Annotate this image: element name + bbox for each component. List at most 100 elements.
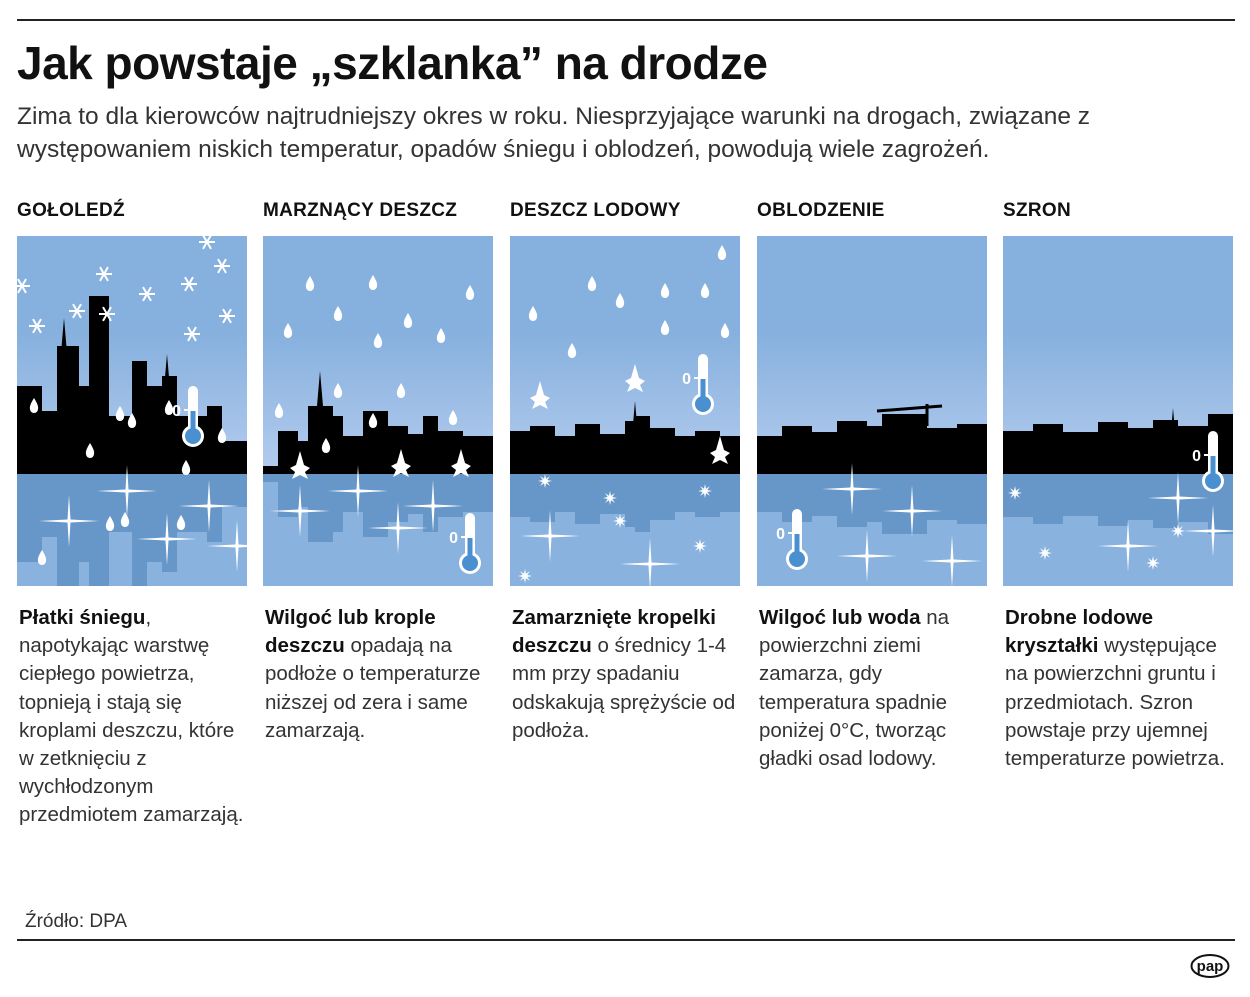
panel-heading: DESZCZ LODOWY <box>510 200 681 221</box>
ice-splash-icon <box>710 436 730 464</box>
raindrop-icon <box>333 383 343 398</box>
panel-heading: OBLODZENIE <box>757 200 885 221</box>
thermometer-label: 0 <box>449 530 458 547</box>
raindrop-icon <box>465 285 475 300</box>
panel-5: SZRON 0 Drobne lodowe kryształki występu… <box>1003 200 1239 773</box>
ice-crystal-icon <box>698 484 712 498</box>
raindrop-icon <box>373 333 383 348</box>
snowflake-icon <box>181 276 197 292</box>
description-body: występujące na powierzchni gruntu i prze… <box>1005 634 1225 771</box>
raindrop-icon <box>37 550 47 565</box>
sparkle-icon <box>137 513 197 565</box>
raindrop-icon <box>217 428 227 443</box>
raindrop-icon <box>29 398 39 413</box>
snowflake-icon <box>17 278 30 294</box>
thermometer-label: 0 <box>172 403 181 420</box>
top-rule <box>17 19 1235 21</box>
raindrop-icon <box>120 512 130 527</box>
ice-crystal-icon <box>518 569 532 583</box>
raindrop-icon <box>274 403 284 418</box>
page-title: Jak powstaje „szklanka” na drodze <box>17 37 768 89</box>
raindrop-icon <box>567 343 577 358</box>
skyline <box>510 416 740 474</box>
skyline-reflection <box>1003 474 1233 537</box>
raindrop-icon <box>85 443 95 458</box>
sparkle-icon <box>1183 505 1233 557</box>
ice-crystal-icon <box>603 491 617 505</box>
ice-crystal-icon <box>538 474 552 488</box>
panel-heading: MARZNĄCY DESZCZ <box>263 200 458 221</box>
skyline-reflection <box>757 474 987 534</box>
illustration: 0 <box>757 236 987 586</box>
panel-description: Wilgoć lub krople deszczu opadają na pod… <box>263 604 499 745</box>
snowflake-icon <box>199 236 215 250</box>
thermometer-icon: 0 <box>776 509 808 570</box>
panel-description: Drobne lodowe kryształki występujące na … <box>1003 604 1239 773</box>
sparkle-icon <box>179 480 239 532</box>
raindrop-icon <box>436 328 446 343</box>
thermometer-icon: 0 <box>682 354 714 415</box>
illustration: 0 <box>263 236 493 586</box>
skyline <box>1003 411 1233 474</box>
thermometer-label: 0 <box>776 526 785 543</box>
raindrop-icon <box>115 406 125 421</box>
thermometer-label: 0 <box>682 371 691 388</box>
description-lead: Płatki śniegu <box>19 606 146 629</box>
raindrop-icon <box>127 413 137 428</box>
description-body: na powierzchni ziemi zamarza, gdy temper… <box>759 606 950 771</box>
raindrop-icon <box>181 460 191 475</box>
illustration: 0 <box>510 236 740 586</box>
ice-splash-icon <box>530 381 550 409</box>
sparkle-icon <box>328 465 388 517</box>
raindrop-icon <box>720 323 730 338</box>
snowflake-icon <box>184 326 200 342</box>
subtitle: Zima to dla kierowców najtrudniejszy okr… <box>17 103 1091 163</box>
raindrop-icon <box>164 400 174 415</box>
sparkle-icon <box>39 495 99 547</box>
snowflake-icon <box>96 266 112 282</box>
ice-splash-icon <box>625 364 645 392</box>
ice-splash-icon <box>451 449 471 477</box>
ice-splash-icon <box>391 449 411 477</box>
raindrop-icon <box>448 410 458 425</box>
sparkle-icon <box>97 465 157 517</box>
skyline-reflection <box>17 474 247 586</box>
raindrop-icon <box>660 283 670 298</box>
panel-description: Wilgoć lub woda na powierzchni ziemi zam… <box>757 604 993 773</box>
raindrop-icon <box>615 293 625 308</box>
description-body: , napotykając warstwę ciepłego powietrza… <box>19 606 244 827</box>
description-lead: Zamarznięte kropelki deszczu <box>512 606 716 658</box>
sparkle-icon <box>368 502 428 554</box>
spire <box>61 318 67 353</box>
raindrop-icon <box>321 438 331 453</box>
raindrop-icon <box>368 275 378 290</box>
sparkle-icon <box>207 520 247 572</box>
description-lead: Wilgoć lub woda <box>759 606 921 629</box>
ice-splash-icon <box>290 451 310 479</box>
raindrop-icon <box>587 276 597 291</box>
sparkle-icon <box>1148 472 1208 524</box>
spire <box>632 401 638 436</box>
sparkle-icon <box>822 463 882 515</box>
source-note: Źródło: DPA <box>25 911 128 932</box>
raindrop-icon <box>305 276 315 291</box>
skyline-reflection <box>510 474 740 532</box>
snowflake-icon <box>214 258 230 274</box>
panel-heading: SZRON <box>1003 200 1071 221</box>
thermometer-icon: 0 <box>449 513 481 574</box>
sparkle-icon <box>1098 520 1158 572</box>
thermometer-icon: 0 <box>172 386 204 447</box>
pap-logo: pap <box>1190 954 1230 978</box>
description-lead: Drobne lodowe kryształki <box>1005 606 1154 658</box>
snowflake-icon <box>69 303 85 319</box>
thermometer-label: 0 <box>1192 448 1201 465</box>
thermometer-icon: 0 <box>1192 431 1224 492</box>
ice-crystal-icon <box>1038 546 1052 560</box>
snowflake-icon <box>29 318 45 334</box>
raindrop-icon <box>333 306 343 321</box>
raindrop-icon <box>176 515 186 530</box>
panel-heading: GOŁOLEDŹ <box>17 200 125 221</box>
sparkle-icon <box>620 538 680 586</box>
illustration: 0 <box>1003 236 1233 586</box>
ice-crystal-icon <box>1171 524 1185 538</box>
